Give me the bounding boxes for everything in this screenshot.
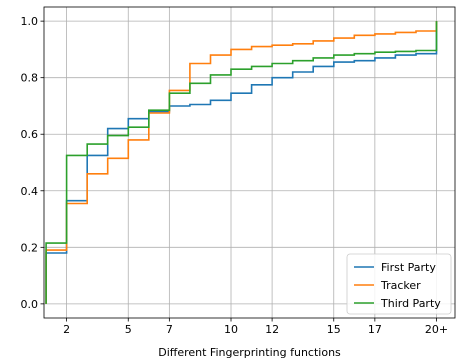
legend-entry: Tracker (380, 279, 421, 292)
y-tick-label: 0.2 (21, 241, 39, 254)
axis-ticks: 2 5 7 10 12 15 17 20+ 0.0 0.2 0.4 0.6 0.8 1.0 (21, 15, 449, 336)
x-tick-label: 20+ (425, 323, 448, 336)
y-tick-label: 0.6 (21, 128, 39, 141)
y-tick-label: 1.0 (21, 15, 39, 28)
x-tick-label: 7 (166, 323, 173, 336)
legend-entry: Third Party (380, 297, 441, 310)
series-lines (45, 21, 438, 304)
x-tick-label: 12 (265, 323, 279, 336)
x-axis-label: Different Fingerprinting functions (158, 346, 341, 359)
legend-entry: First Party (381, 261, 436, 274)
y-tick-label: 0.0 (21, 298, 39, 311)
x-tick-label: 5 (125, 323, 132, 336)
y-tick-label: 0.4 (21, 185, 39, 198)
x-tick-label: 15 (327, 323, 341, 336)
x-tick-label: 10 (224, 323, 238, 336)
grid (44, 7, 455, 318)
x-tick-label: 2 (63, 323, 70, 336)
x-tick-label: 17 (368, 323, 382, 336)
legend-box (346, 253, 452, 315)
plot-frame (43, 6, 456, 319)
series-line-2 (45, 21, 438, 304)
legend: First Party Tracker Third Party (346, 253, 452, 315)
y-tick-label: 0.8 (21, 72, 39, 85)
series-line-3 (45, 21, 438, 304)
